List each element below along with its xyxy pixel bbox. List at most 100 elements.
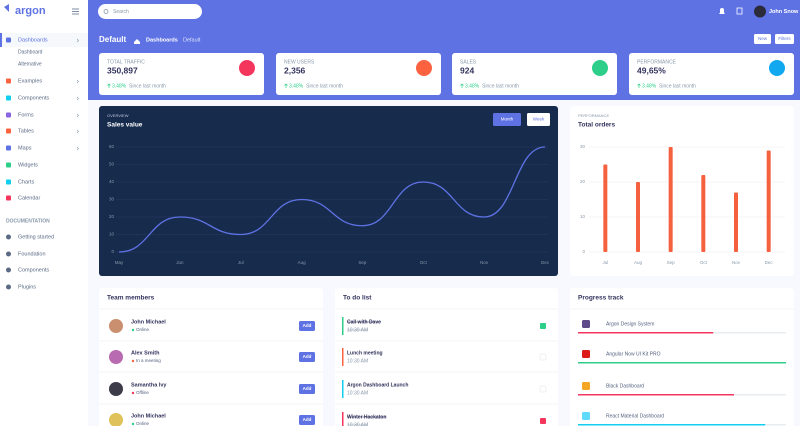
- todo-checkbox[interactable]: [539, 385, 547, 393]
- project-name: Black Dashboard: [606, 383, 644, 389]
- doc-item[interactable]: Foundation: [18, 251, 46, 257]
- nav-item[interactable]: Examples: [18, 78, 42, 84]
- todo-time: 10:30 AM: [347, 422, 368, 426]
- x-tick-label: Sep: [358, 260, 367, 265]
- header-button-label[interactable]: Filters: [778, 36, 791, 41]
- add-button[interactable]: [299, 384, 315, 394]
- todo-title: Argon Dashboard Launch: [347, 382, 408, 388]
- project-icon: [582, 320, 590, 328]
- todo-marker: [342, 348, 344, 366]
- chart-button[interactable]: [493, 113, 521, 126]
- member-avatar: [109, 382, 123, 396]
- stat-value: 2,356: [284, 65, 306, 75]
- stat-value: 924: [460, 65, 474, 75]
- nav-item[interactable]: Tables: [18, 128, 34, 134]
- chart-button-label[interactable]: Week: [533, 117, 545, 122]
- nav-item[interactable]: Charts: [18, 179, 34, 185]
- line-series: [118, 146, 546, 253]
- brand-icon: [4, 4, 9, 12]
- subnav-item[interactable]: Dashboard: [18, 49, 43, 55]
- x-tick-label: Oct: [420, 260, 428, 265]
- search-box[interactable]: [98, 4, 202, 19]
- todo-title: Call with Dave: [347, 319, 381, 325]
- add-button[interactable]: [299, 321, 315, 331]
- doc-icon: [6, 267, 11, 273]
- page-title: Default: [99, 35, 126, 44]
- member-status: Offline: [136, 390, 149, 395]
- apps-icon[interactable]: [736, 7, 743, 15]
- bar: [668, 147, 673, 252]
- bell-icon[interactable]: [719, 8, 725, 14]
- up-arrow: [460, 83, 464, 88]
- bar: [603, 164, 608, 252]
- x-tick-label: Sep: [667, 260, 676, 265]
- doc-item[interactable]: Components: [18, 267, 49, 273]
- y-tick-label: 20: [580, 179, 586, 184]
- stat-change: 3.48%: [289, 83, 304, 89]
- nav-icon: [6, 162, 11, 168]
- y-tick-label: 60: [109, 144, 115, 149]
- nav-item[interactable]: Widgets: [18, 162, 38, 168]
- up-arrow: [637, 83, 641, 88]
- header-button[interactable]: [754, 34, 771, 44]
- x-tick-label: Dec: [541, 260, 550, 265]
- user-avatar[interactable]: [754, 5, 766, 18]
- nav-item[interactable]: Maps: [18, 145, 32, 151]
- stat-label: PERFORMANCE: [637, 59, 677, 65]
- nav-item[interactable]: Calendar: [18, 195, 40, 201]
- stat-note: Since last month: [129, 83, 166, 89]
- y-tick-label: 30: [580, 144, 586, 149]
- todo-checkbox[interactable]: [540, 323, 546, 329]
- breadcrumb[interactable]: Dashboards: [146, 37, 178, 43]
- doc-item[interactable]: Getting started: [18, 234, 54, 240]
- stat-icon: [416, 60, 432, 76]
- todo-card: [335, 288, 558, 426]
- add-button-label[interactable]: Add: [303, 354, 312, 359]
- member-name: John Michael: [131, 319, 166, 325]
- member-status: Online: [136, 421, 150, 426]
- stat-card: [99, 53, 264, 95]
- add-button[interactable]: [299, 415, 315, 425]
- project-icon: [582, 412, 590, 420]
- chart-button-label[interactable]: Month: [501, 117, 514, 122]
- x-tick-label: Aug: [298, 260, 307, 265]
- nav-item[interactable]: Components: [18, 95, 49, 101]
- bar: [766, 150, 771, 252]
- nav-item[interactable]: Forms: [18, 112, 34, 118]
- user-name[interactable]: John Snow: [769, 9, 799, 15]
- project-icon: [582, 350, 590, 358]
- sales-card: [99, 106, 558, 276]
- menu-toggle[interactable]: [72, 8, 79, 15]
- project-name: Angular Now UI Kit PRO: [606, 351, 661, 357]
- home-icon[interactable]: [134, 39, 140, 44]
- member-name: John Michael: [131, 413, 166, 419]
- header-button-label[interactable]: New: [758, 36, 768, 41]
- todo-checkbox[interactable]: [539, 353, 547, 361]
- doc-item[interactable]: Plugins: [18, 284, 36, 290]
- brand: argon: [15, 5, 46, 17]
- add-button-label[interactable]: Add: [303, 386, 312, 391]
- stat-icon: [769, 60, 785, 76]
- add-button[interactable]: [299, 352, 315, 362]
- search-icon: [103, 9, 109, 14]
- y-tick-label: 50: [109, 162, 115, 167]
- x-tick-label: Dec: [765, 260, 774, 265]
- header-button[interactable]: [775, 34, 794, 44]
- chart-title: Sales value: [107, 122, 143, 129]
- subnav-item[interactable]: Alternative: [18, 61, 42, 67]
- up-arrow: [284, 83, 288, 88]
- card-title: Progress track: [578, 295, 624, 302]
- y-tick-label: 0: [111, 249, 114, 254]
- stat-change: 3.48%: [465, 83, 480, 89]
- nav-item[interactable]: Dashboards: [18, 37, 48, 43]
- x-tick-label: Jun: [176, 260, 184, 265]
- add-button-label[interactable]: Add: [303, 417, 312, 422]
- y-tick-label: 20: [109, 214, 115, 219]
- up-arrow: [107, 83, 111, 88]
- add-button-label[interactable]: Add: [303, 323, 312, 328]
- chart-button[interactable]: [527, 113, 550, 126]
- todo-checkbox[interactable]: [540, 418, 546, 424]
- stat-label: SALES: [460, 59, 477, 65]
- stat-card: [452, 53, 617, 95]
- y-tick-label: 40: [109, 179, 115, 184]
